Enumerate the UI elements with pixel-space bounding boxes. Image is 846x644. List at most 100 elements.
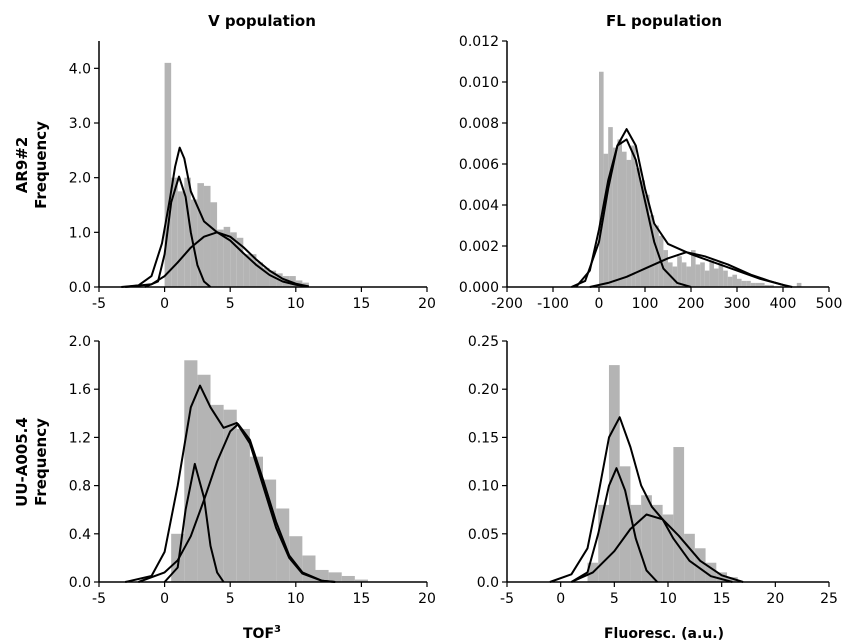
histogram-bar <box>709 260 714 287</box>
ylabel-top: Frequency <box>32 121 50 209</box>
y-tick-label: 2.0 <box>69 171 91 187</box>
histogram-bar <box>263 267 270 287</box>
density-curve-1 <box>570 128 784 288</box>
density-curve-1 <box>121 146 310 288</box>
histogram-bar <box>622 151 627 287</box>
histogram-bar <box>197 183 204 287</box>
x-tick-label: 0 <box>595 296 604 312</box>
histogram-bar <box>695 264 701 287</box>
histogram-bar <box>230 232 237 287</box>
density-curve-3 <box>570 513 744 583</box>
histogram-bar <box>236 428 250 582</box>
x-tick-label: 0 <box>556 591 565 607</box>
histogram-bar <box>184 177 191 287</box>
ylabel-bottom: Frequency <box>32 418 50 506</box>
histogram-bar <box>737 278 742 287</box>
histogram-bar <box>654 225 659 287</box>
x-tick-label: 5 <box>226 296 235 312</box>
panel-fl-ar9: -200 -100 0 100 200 300 400 500 0.000 0.002 0.004 0… <box>459 34 842 312</box>
histogram-bar <box>727 276 733 287</box>
histogram-bar <box>184 360 198 582</box>
histogram-bar <box>662 514 674 582</box>
y-tick-label: 4.0 <box>69 61 91 77</box>
histogram-bar <box>354 579 368 582</box>
density-curve-1 <box>549 416 733 583</box>
y-tick-label: 0.000 <box>459 280 499 296</box>
histogram-bar <box>635 168 641 287</box>
histogram-bar <box>249 254 257 287</box>
x-tick-label: 10 <box>659 591 677 607</box>
histogram-bar <box>608 127 613 287</box>
x-tick-label: 15 <box>352 591 370 607</box>
histogram-bar <box>704 270 710 287</box>
histogram-bar <box>691 250 696 287</box>
histogram-bar <box>750 282 756 287</box>
density-curve-2 <box>570 467 659 583</box>
histogram-bar <box>651 504 663 582</box>
y-tick-label: 0.010 <box>459 75 499 91</box>
density-curve-2 <box>144 175 212 288</box>
x-tick-label: 20 <box>418 591 436 607</box>
histogram-bar <box>700 262 705 287</box>
xlabel-fluoresc: Fluoresc. (a.u.) <box>604 626 724 642</box>
y-tick-label: 1.2 <box>69 430 91 446</box>
x-tick-label: 5 <box>610 591 619 607</box>
histogram-bar <box>190 199 198 287</box>
density-curve-1 <box>124 384 336 583</box>
histogram-bar <box>617 139 622 287</box>
x-tick-label: 400 <box>770 296 797 312</box>
histogram-bar <box>223 226 231 287</box>
histogram-bar <box>649 215 655 287</box>
x-tick-label: -200 <box>491 296 523 312</box>
x-tick-label: 10 <box>287 296 305 312</box>
histogram-bar <box>641 495 652 582</box>
histogram-bar <box>177 191 185 287</box>
histogram-bar <box>663 250 668 287</box>
y-tick-label: 0.004 <box>459 198 499 214</box>
histogram-bar <box>723 270 728 287</box>
y-tick-label: 0.10 <box>468 479 499 495</box>
histogram-bar <box>217 229 224 287</box>
histogram-bar <box>210 202 218 287</box>
histogram-bar <box>796 282 802 287</box>
panel-fl-uu: -5 0 5 10 15 20 25 0.0 0.05 0.10 0.15 0.20 0.25 <box>468 334 838 607</box>
row-label-bottom: UU-A005.4 <box>13 417 31 507</box>
histogram-bar <box>732 274 737 287</box>
y-tick-label: 0.002 <box>459 239 499 255</box>
y-tick-label: 3.0 <box>69 116 91 132</box>
col-title-v: V population <box>208 12 316 30</box>
density-curve-3 <box>138 423 336 583</box>
y-tick-label: 0.05 <box>468 527 499 543</box>
histogram-bar <box>612 147 618 287</box>
histogram-bar <box>269 270 277 287</box>
histogram-bar <box>755 282 760 287</box>
panel-v-uu: -5 0 5 10 15 20 0.0 0.4 0.8 1.2 1.6 2.0 <box>69 334 436 607</box>
histogram-bar <box>626 159 632 287</box>
histogram-bar <box>328 572 342 582</box>
x-tick-label: 100 <box>632 296 659 312</box>
histogram-bar <box>705 562 717 582</box>
x-tick-label: -5 <box>92 296 106 312</box>
histogram-bar <box>619 466 631 582</box>
x-tick-label: -100 <box>537 296 569 312</box>
histogram-bar <box>764 284 770 287</box>
histogram-bar <box>598 504 609 582</box>
y-tick-label: 0.008 <box>459 116 499 132</box>
x-tick-label: 20 <box>766 591 784 607</box>
xlabel-tof-main: TOF <box>243 626 274 642</box>
x-tick-label: 0 <box>160 591 169 607</box>
y-tick-label: 0.8 <box>69 479 91 495</box>
x-tick-label: 500 <box>816 296 843 312</box>
x-tick-label: 15 <box>713 591 731 607</box>
x-tick-label: 25 <box>820 591 838 607</box>
y-tick-label: 1.0 <box>69 225 91 241</box>
density-curve-3 <box>589 251 793 288</box>
histogram-bar <box>164 62 172 287</box>
histogram-bar <box>210 404 224 582</box>
histogram-bar <box>684 533 695 582</box>
x-tick-label: 200 <box>678 296 705 312</box>
histogram-bar <box>631 145 636 287</box>
histogram-bar <box>630 504 642 582</box>
histogram-bar <box>263 479 277 582</box>
